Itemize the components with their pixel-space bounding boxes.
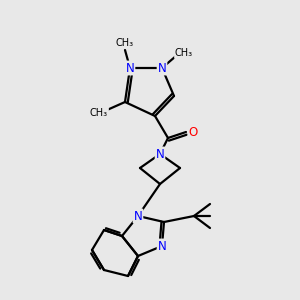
Text: O: O	[188, 125, 198, 139]
Text: CH₃: CH₃	[90, 108, 108, 118]
Text: N: N	[158, 61, 166, 74]
Text: N: N	[158, 239, 166, 253]
Text: N: N	[134, 209, 142, 223]
Text: CH₃: CH₃	[116, 38, 134, 48]
Text: CH₃: CH₃	[175, 48, 193, 58]
Text: N: N	[126, 61, 134, 74]
Text: N: N	[156, 148, 164, 160]
